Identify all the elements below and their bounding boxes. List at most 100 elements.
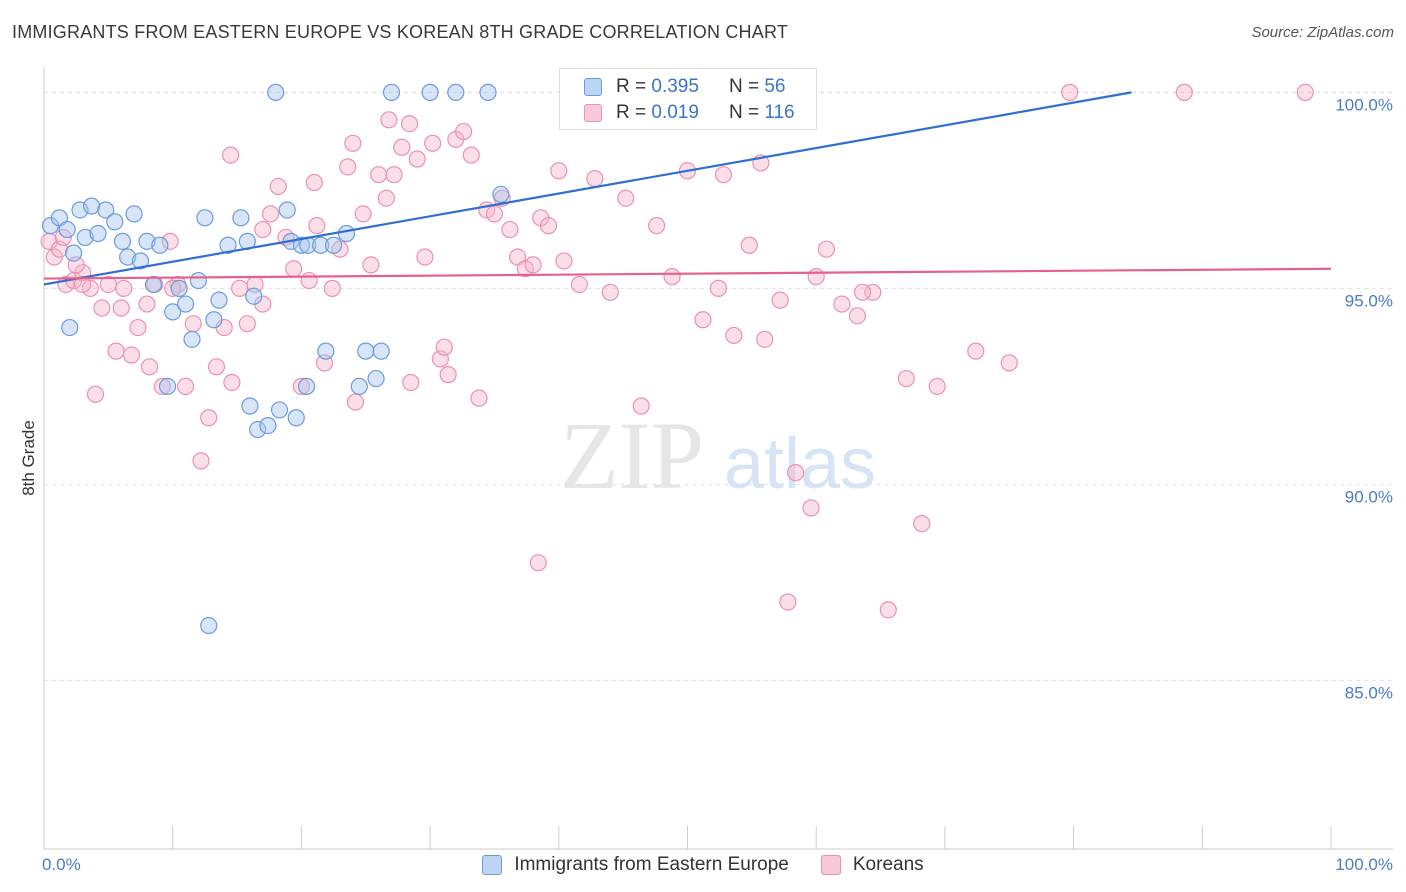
data-point-eastern-europe: [119, 248, 137, 266]
legend-swatch-blue: [482, 855, 503, 875]
data-point-eastern-europe: [97, 201, 115, 219]
data-point-koreans: [86, 385, 105, 403]
r-label: R =: [616, 76, 647, 97]
data-point-koreans: [1296, 83, 1314, 101]
data-point-koreans: [1000, 354, 1018, 372]
data-point-koreans: [879, 601, 897, 619]
r-value: 0.395: [651, 76, 699, 97]
data-point-koreans: [122, 346, 141, 364]
data-point-koreans: [807, 268, 825, 286]
n-value: 56: [764, 76, 786, 97]
data-point-eastern-europe: [164, 303, 182, 321]
data-point-koreans: [725, 326, 743, 345]
data-point-eastern-europe: [447, 83, 465, 101]
y-tick-label: 100.0%: [1335, 95, 1393, 114]
legend-label: Koreans: [852, 854, 924, 875]
chart-source: Source: ZipAtlas.com: [1251, 24, 1394, 41]
data-point-koreans: [129, 318, 147, 337]
data-point-koreans: [740, 236, 758, 254]
data-point-koreans: [550, 162, 568, 180]
data-point-koreans: [853, 283, 872, 301]
data-point-koreans: [161, 232, 179, 250]
data-point-eastern-europe: [189, 271, 208, 290]
data-point-eastern-europe: [241, 397, 259, 415]
data-point-eastern-europe: [479, 83, 497, 101]
data-point-koreans: [380, 111, 398, 129]
data-point-eastern-europe: [65, 244, 83, 262]
data-point-koreans: [928, 377, 946, 395]
data-point-eastern-europe: [357, 342, 375, 360]
data-point-koreans: [485, 205, 504, 223]
axes: [43, 67, 1393, 850]
data-point-eastern-europe: [113, 232, 132, 250]
data-point-koreans: [913, 515, 931, 533]
data-point-koreans: [339, 158, 357, 176]
data-point-koreans: [462, 146, 480, 164]
data-point-eastern-europe: [183, 330, 201, 348]
data-point-eastern-europe: [324, 236, 343, 254]
x-tick-label: 0.0%: [42, 855, 81, 874]
data-point-eastern-europe: [312, 236, 330, 254]
chart-title: IMMIGRANTS FROM EASTERN EUROPE VS KOREAN…: [12, 22, 789, 42]
data-point-koreans: [362, 256, 380, 274]
data-point-eastern-europe: [131, 252, 150, 270]
data-point-koreans: [601, 283, 619, 301]
data-point-eastern-europe: [492, 185, 510, 203]
data-point-koreans: [555, 252, 573, 270]
data-point-eastern-europe: [350, 377, 368, 395]
trend-line-eastern-europe: [43, 91, 1132, 286]
data-point-koreans: [285, 260, 303, 278]
data-point-eastern-europe: [372, 342, 390, 360]
data-point-eastern-europe: [382, 83, 401, 101]
data-point-koreans: [200, 409, 218, 427]
data-point-eastern-europe: [297, 377, 316, 395]
series-legend: Immigrants from Eastern Europe Koreans: [0, 852, 1406, 878]
data-point-koreans: [516, 260, 534, 278]
data-point-koreans: [416, 248, 434, 266]
y-tick-label: 85.0%: [1345, 683, 1393, 702]
data-point-koreans: [848, 307, 866, 325]
data-point-koreans: [570, 275, 588, 294]
data-point-koreans: [223, 373, 241, 392]
data-point-koreans: [346, 393, 365, 411]
data-point-koreans: [779, 593, 797, 611]
data-point-koreans: [833, 295, 851, 313]
data-point-eastern-europe: [125, 205, 143, 223]
data-point-koreans: [400, 115, 419, 133]
data-point-koreans: [771, 291, 789, 309]
data-point-koreans: [897, 369, 915, 388]
data-point-koreans: [222, 146, 240, 164]
data-point-koreans: [93, 299, 111, 317]
data-point-eastern-europe: [292, 236, 310, 254]
data-point-eastern-europe: [196, 209, 214, 227]
data-point-eastern-europe: [245, 287, 263, 305]
data-point-koreans: [787, 464, 805, 482]
data-point-koreans: [370, 166, 388, 184]
data-point-koreans: [54, 228, 72, 247]
data-point-eastern-europe: [270, 401, 289, 419]
data-point-eastern-europe: [367, 369, 385, 388]
data-point-eastern-europe: [205, 311, 223, 329]
data-point-eastern-europe: [106, 213, 124, 231]
data-point-koreans: [153, 377, 172, 395]
watermark-zip: ZIP: [560, 402, 704, 509]
data-point-koreans: [308, 217, 326, 235]
data-point-eastern-europe: [89, 224, 107, 243]
data-point-koreans: [402, 373, 420, 392]
data-point-koreans: [164, 279, 182, 297]
data-point-eastern-europe: [200, 616, 218, 635]
r-label: R =: [616, 102, 647, 123]
data-point-koreans: [501, 220, 519, 239]
trend-lines: [43, 91, 1332, 286]
data-point-koreans: [377, 189, 395, 207]
data-point-koreans: [112, 299, 130, 317]
legend-swatch-pink: [820, 855, 841, 875]
data-point-eastern-europe: [61, 318, 79, 337]
data-point-eastern-europe: [317, 342, 335, 360]
data-point-koreans: [115, 279, 133, 297]
data-point-eastern-europe: [138, 232, 156, 250]
data-point-eastern-europe: [232, 209, 250, 227]
data-point-koreans: [648, 217, 666, 235]
data-point-eastern-europe: [421, 83, 439, 101]
data-point-koreans: [586, 170, 604, 188]
